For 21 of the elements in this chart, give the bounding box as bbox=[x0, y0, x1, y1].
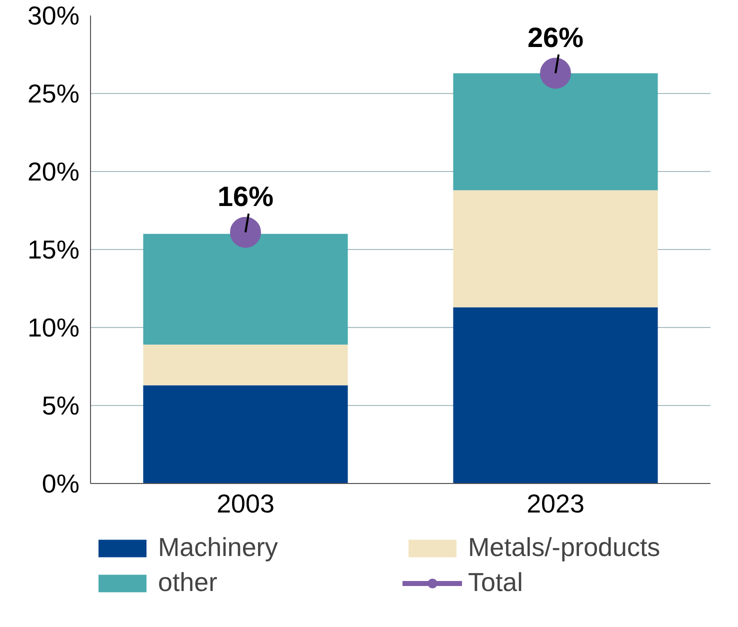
legend-label: Total bbox=[468, 567, 524, 598]
x-tick-label: 2023 bbox=[526, 488, 584, 518]
y-tick-label: 25% bbox=[27, 78, 80, 108]
y-tick-label: 20% bbox=[27, 156, 80, 186]
bar bbox=[453, 73, 658, 190]
y-tick-label: 0% bbox=[42, 468, 80, 498]
bar bbox=[143, 234, 348, 345]
y-tick-label: 15% bbox=[27, 234, 80, 264]
y-tick-label: 30% bbox=[27, 0, 80, 30]
y-tick-label: 10% bbox=[27, 312, 80, 342]
x-tick-label: 2003 bbox=[216, 488, 274, 518]
legend-label: other bbox=[158, 567, 218, 598]
data-label: 26% bbox=[527, 22, 584, 53]
bar bbox=[143, 385, 348, 484]
legend-label: Metals/-products bbox=[468, 532, 662, 563]
legend-label: Machinery bbox=[158, 532, 279, 563]
bar bbox=[143, 344, 348, 386]
bar bbox=[453, 307, 658, 484]
y-tick-label: 5% bbox=[42, 390, 80, 420]
data-label: 16% bbox=[217, 181, 274, 212]
bar bbox=[453, 190, 658, 308]
